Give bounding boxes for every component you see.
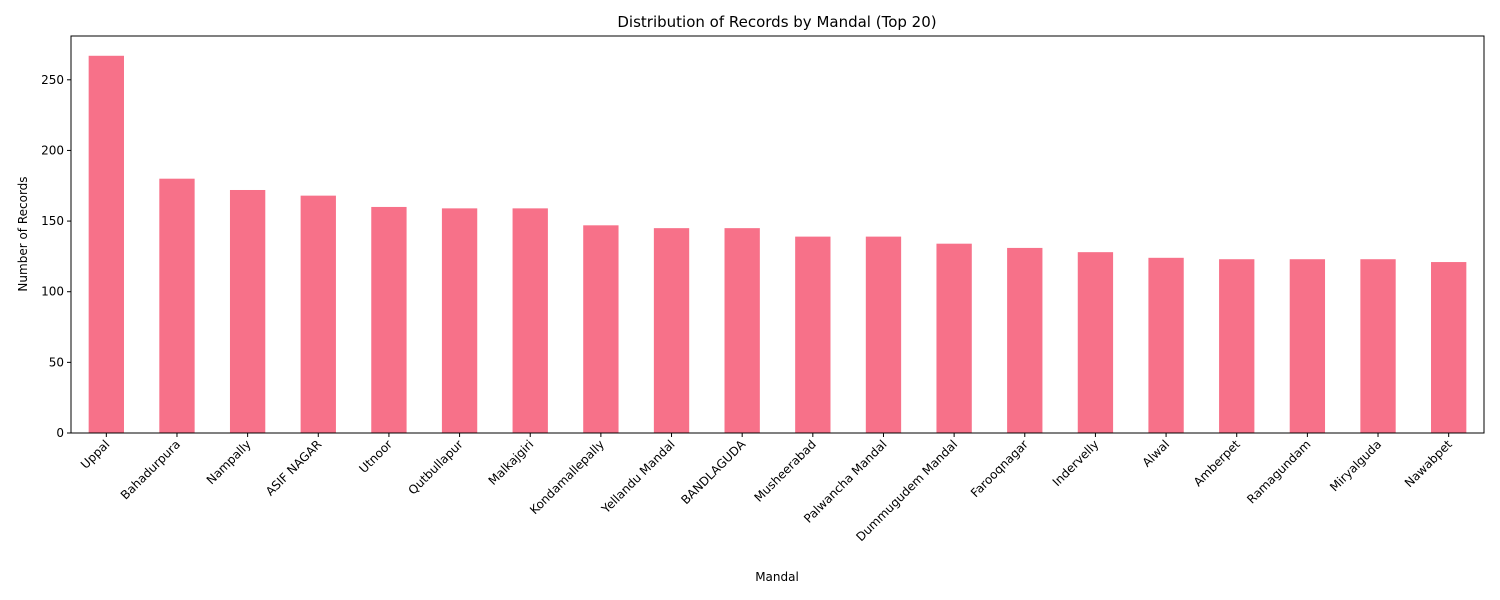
x-tick-label-9: BANDLAGUDA bbox=[678, 437, 749, 508]
x-tick-label-2: Nampally bbox=[204, 437, 254, 487]
bar-5 bbox=[441, 208, 478, 433]
bar-8 bbox=[653, 228, 690, 433]
bar-18 bbox=[1360, 259, 1396, 433]
plot-frame bbox=[70, 35, 1485, 434]
bar-19 bbox=[1431, 262, 1467, 433]
bar-13 bbox=[1007, 247, 1043, 433]
bar-4 bbox=[371, 206, 407, 433]
x-tick-label-8: Yellandu Mandal bbox=[598, 437, 677, 516]
y-tick-label-0: 0 bbox=[56, 426, 64, 440]
x-tick-label-1: Bahadurpura bbox=[118, 437, 183, 502]
x-tick-label-17: Ramagundam bbox=[1244, 437, 1313, 506]
y-tick-label-5: 250 bbox=[41, 73, 64, 87]
x-tick-label-16: Amberpet bbox=[1191, 437, 1243, 489]
bars-group bbox=[88, 55, 1467, 433]
bar-3 bbox=[300, 195, 336, 433]
bar-2 bbox=[229, 189, 266, 433]
x-axis-label: Mandal bbox=[755, 570, 799, 584]
x-tick-label-13: Farooqnagar bbox=[968, 437, 1031, 500]
x-tick-label-3: ASIF NAGAR bbox=[263, 437, 324, 498]
bar-12 bbox=[936, 243, 972, 433]
bar-9 bbox=[724, 228, 760, 433]
bar-6 bbox=[512, 208, 548, 433]
x-axis-ticks: Uppal Bahadurpura Nampally ASIF NAGAR Utnoor… bbox=[78, 433, 1455, 544]
x-tick-label-5: Qutbullapur bbox=[405, 437, 465, 497]
y-tick-label-3: 150 bbox=[41, 214, 64, 228]
y-axis-label: Number of Records bbox=[16, 176, 30, 291]
bar-0 bbox=[88, 55, 124, 433]
x-tick-label-4: Utnoor bbox=[356, 437, 395, 476]
x-tick-label-10: Musheerabad bbox=[751, 437, 819, 505]
chart-title: Distribution of Records by Mandal (Top 2… bbox=[617, 13, 936, 31]
x-tick-label-0: Uppal bbox=[78, 437, 112, 471]
y-axis-ticks: 0 50 100 150 200 250 bbox=[41, 73, 71, 440]
y-tick-label-1: 50 bbox=[49, 355, 64, 369]
x-tick-label-6: Malkajgiri bbox=[486, 437, 537, 488]
bar-17 bbox=[1289, 259, 1326, 433]
x-tick-label-19: Nawabpet bbox=[1402, 437, 1455, 490]
y-tick-label-2: 100 bbox=[41, 285, 64, 299]
x-tick-label-15: Alwal bbox=[1140, 437, 1173, 470]
x-tick-label-7: Kondamallepally bbox=[527, 437, 607, 517]
bar-7 bbox=[583, 225, 619, 433]
bar-15 bbox=[1148, 257, 1184, 433]
x-tick-label-18: Miryalguda bbox=[1327, 437, 1384, 494]
bar-11 bbox=[865, 236, 902, 433]
x-tick-label-14: Indervelly bbox=[1050, 437, 1102, 489]
bar-10 bbox=[795, 236, 831, 433]
bar-14 bbox=[1077, 252, 1114, 433]
bar-1 bbox=[159, 178, 195, 433]
y-tick-label-4: 200 bbox=[41, 143, 64, 157]
bar-16 bbox=[1219, 259, 1255, 433]
